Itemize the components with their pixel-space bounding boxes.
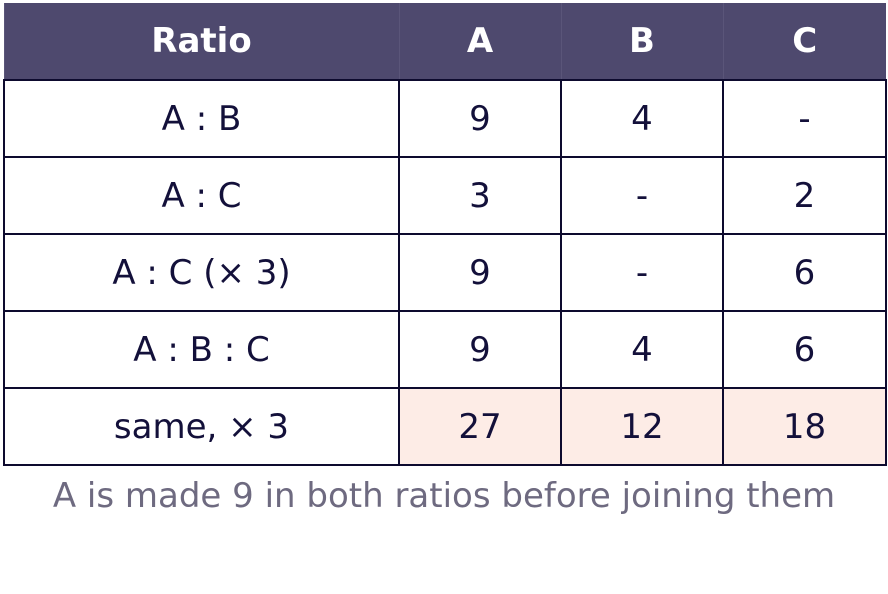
table-row: A : C (× 3) 9-6: [3, 233, 887, 312]
row-label: A : B : C: [3, 310, 400, 389]
row-label: A : C (× 3): [3, 233, 400, 312]
cell: 18: [722, 387, 887, 466]
table-row: same, × 3 27 12 18: [3, 387, 887, 466]
cell: 27: [398, 387, 562, 466]
cell: 6: [722, 233, 887, 312]
cell: 9: [398, 79, 562, 158]
cell: -: [560, 233, 724, 312]
cell: 3: [398, 156, 562, 235]
cell: 12: [560, 387, 724, 466]
header-cell: C: [722, 3, 886, 80]
header-cell: A: [398, 3, 561, 80]
header-cell: B: [560, 3, 723, 80]
row-label: same, × 3: [3, 387, 400, 466]
row-label: A : C: [3, 156, 400, 235]
cell: 9: [398, 233, 562, 312]
cell: 2: [722, 156, 887, 235]
header-cell: Ratio: [3, 3, 399, 80]
row-label: A : B: [3, 79, 400, 158]
header-row: Ratio A B C: [3, 3, 886, 80]
cell: -: [560, 156, 724, 235]
caption: A is made 9 in both ratios before joinin…: [52, 476, 836, 516]
cell: 6: [722, 310, 887, 389]
cell: 9: [398, 310, 562, 389]
cell: -: [722, 79, 887, 158]
cell: 4: [560, 79, 724, 158]
cell: 4: [560, 310, 724, 389]
